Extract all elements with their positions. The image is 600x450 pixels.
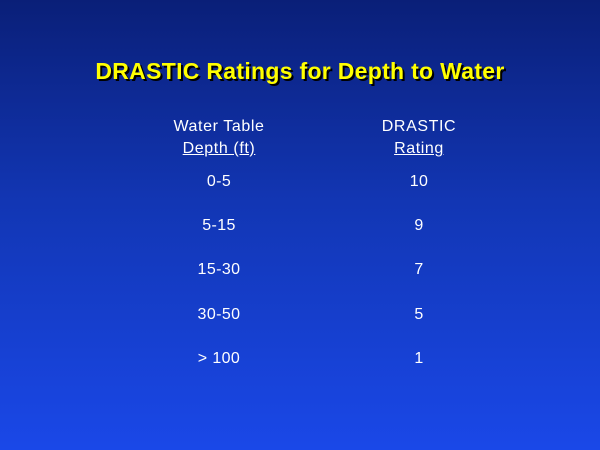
depth-header-line-1: Water Table (173, 118, 265, 135)
rating-column-header: DRASTIC Rating (344, 116, 494, 160)
depth-column-header: Water Table Depth (ft) (144, 116, 294, 160)
table-row-1-depth: 0-5 (206, 173, 232, 190)
table-row-2-rating: 9 (414, 217, 424, 234)
rating-header-line-1: DRASTIC (381, 118, 457, 135)
table-row-1-rating: 10 (409, 173, 429, 190)
table-row-4-depth: 30-50 (197, 306, 241, 323)
depth-header-line-2: Depth (ft) (182, 140, 256, 157)
table-row-5-depth: > 100 (197, 350, 241, 367)
table-row-3-depth: 15-30 (197, 261, 241, 278)
table-row-3-rating: 7 (414, 261, 424, 278)
table-row-4-rating: 5 (414, 306, 424, 323)
rating-header-line-2: Rating (394, 140, 444, 157)
table-row-5-rating: 1 (414, 350, 424, 367)
slide-title: DRASTIC Ratings for Depth to Water (95, 58, 505, 84)
table-row-2-depth: 5-15 (202, 217, 236, 234)
